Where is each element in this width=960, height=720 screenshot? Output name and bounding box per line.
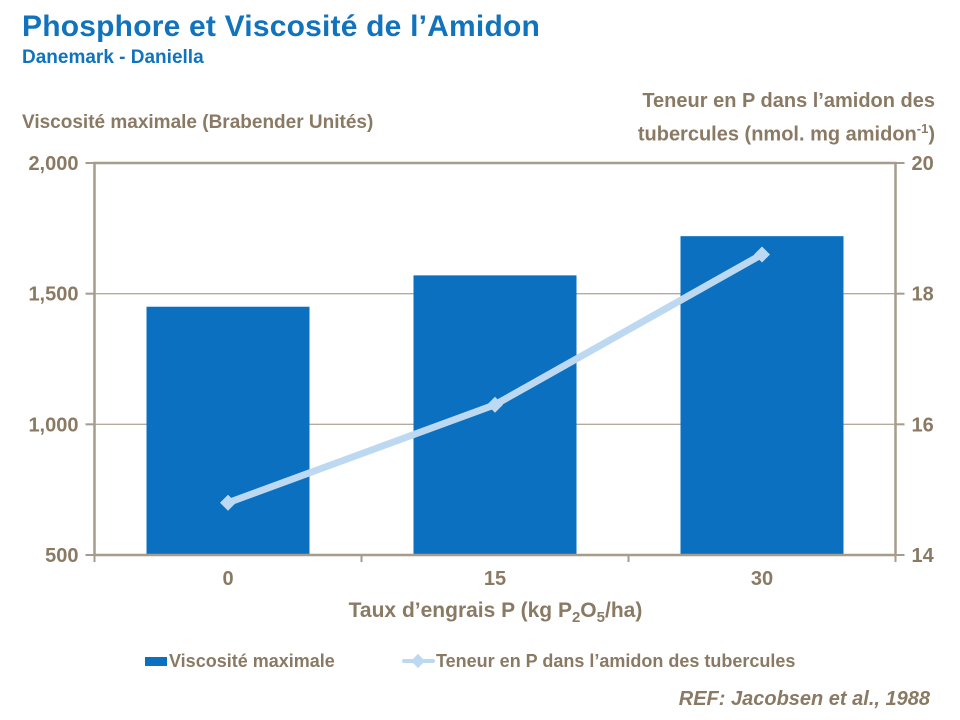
left-tick-label: 1,500	[28, 284, 78, 306]
x-tick-label: 15	[484, 568, 506, 590]
x-axis-title: Taux d’engrais P (kg P2O5/ha)	[348, 599, 643, 627]
line-point-30	[754, 246, 770, 263]
right-tick-label: 20	[912, 153, 934, 175]
legend-item-viscosity: Viscosité maximale	[145, 650, 335, 672]
right-tick-label: 16	[912, 414, 934, 436]
line-point-15	[487, 396, 503, 413]
right-axis-title-close: )	[928, 123, 935, 146]
right-axis-title: Teneur en P dans l’amidon des tubercules …	[638, 87, 935, 149]
bar-0	[146, 306, 310, 555]
legend-item-p-content: Teneur en P dans l’amidon des tubercules	[402, 650, 795, 672]
right-axis-title-superscript: -1	[916, 121, 929, 136]
bar-30	[680, 236, 844, 555]
reference-citation: REF: Jacobsen et al., 1988	[678, 688, 930, 710]
right-axis-title-line1: Teneur en P dans l’amidon des	[642, 90, 935, 112]
right-tick-label: 18	[912, 284, 934, 306]
x-tick-label: 0	[222, 568, 233, 590]
page-subtitle: Danemark - Daniella	[22, 47, 204, 68]
bar-15	[413, 275, 577, 555]
bar-swatch-icon	[145, 656, 167, 666]
line-point-0	[220, 494, 236, 511]
right-axis-title-line2: tubercules (nmol. mg amidon	[637, 123, 917, 146]
page-title: Phosphore et Viscosité de l’Amidon	[22, 10, 541, 43]
legend-label-viscosity: Viscosité maximale	[169, 650, 335, 671]
right-tick-label: 14	[912, 545, 935, 567]
left-tick-label: 1,000	[28, 414, 78, 436]
left-tick-label: 500	[45, 545, 78, 567]
left-tick-label: 2,000	[28, 153, 78, 175]
x-tick-label: 30	[751, 568, 773, 590]
left-axis-title: Viscosité maximale (Brabender Unités)	[22, 112, 374, 133]
line-marker-icon	[402, 652, 435, 670]
legend: Viscosité maximale Teneur en P dans l’am…	[0, 650, 960, 674]
plot-border	[93, 161, 897, 557]
legend-label-p-content: Teneur en P dans l’amidon des tubercules	[436, 650, 796, 671]
